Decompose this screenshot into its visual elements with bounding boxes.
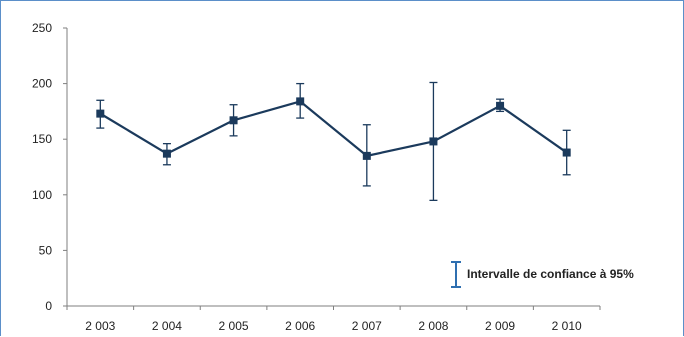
x-tick-label: 2 010 (552, 319, 582, 333)
data-point-marker (162, 149, 171, 158)
error-bars (96, 81, 571, 202)
x-tick-label: 2 008 (418, 319, 448, 333)
y-tick-label: 0 (45, 299, 52, 313)
x-tick-label: 2 005 (219, 319, 249, 333)
x-tick-label: 2 003 (85, 319, 115, 333)
data-point-marker (362, 151, 371, 160)
x-tick-label: 2 009 (485, 319, 515, 333)
data-point-marker (96, 109, 105, 118)
data-point-marker (229, 116, 238, 125)
data-point-marker (429, 137, 438, 146)
y-tick-label: 250 (32, 21, 52, 35)
series-polyline (99, 100, 568, 157)
y-tick-label: 150 (32, 132, 52, 146)
x-tick-label: 2 004 (152, 319, 182, 333)
y-tick-label: 50 (39, 243, 53, 257)
x-axis-ticks: 2 003 2 004 2 005 2 006 2 007 2 008 2 009 2 010 (66, 306, 601, 333)
legend-label: Intervalle de confiance à 95% (467, 267, 634, 281)
errorbar-legend-icon (451, 261, 461, 288)
y-tick-label: 200 (32, 77, 52, 91)
data-markers (96, 97, 571, 160)
data-point-marker (562, 148, 571, 157)
series-line (99, 100, 568, 157)
legend: Intervalle de confiance à 95% (451, 261, 634, 288)
data-point-marker (296, 97, 305, 106)
data-point-marker (496, 101, 505, 110)
axes (66, 28, 600, 307)
x-tick-label: 2 007 (352, 319, 382, 333)
y-tick-label: 100 (32, 188, 52, 202)
x-tick-label: 2 006 (285, 319, 315, 333)
y-axis-ticks: 0 50 100 150 200 250 (32, 21, 67, 313)
